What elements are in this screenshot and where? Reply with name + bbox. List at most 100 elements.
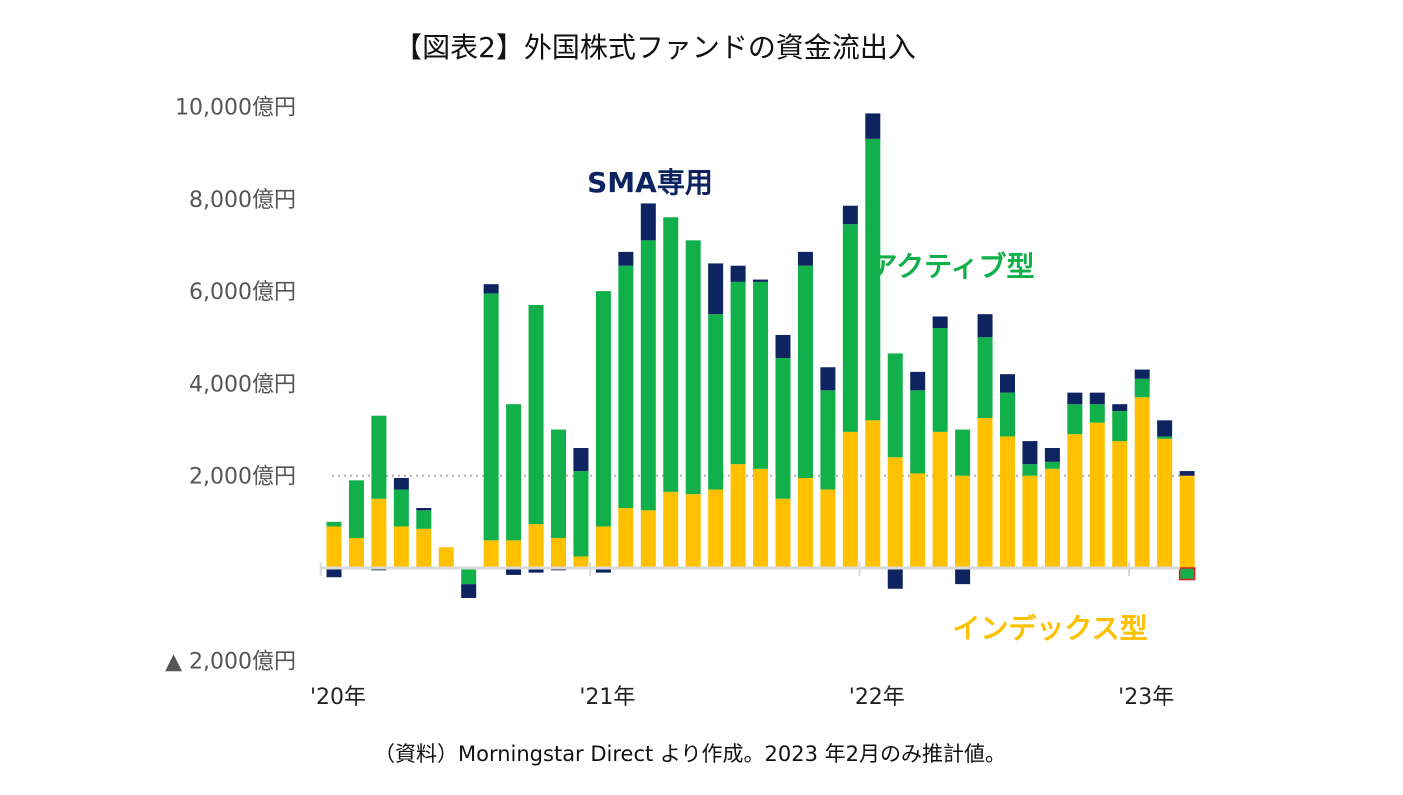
bar-segment [910,371,926,391]
bar-segment [1022,475,1038,568]
bar-segment [865,420,881,568]
bar-segment [371,415,387,499]
y-axis-ticks: 10,000億円 8,000億円 6,000億円 4,000億円 2,000億円 ▲ 2,… [165,96,296,675]
bar-segment [1112,411,1128,442]
bar-segment [595,526,611,568]
bar-segment [797,265,813,479]
x-axis-ticks: '20年 '21年 '22年 '23年 [310,685,1174,710]
bar-segment [753,281,769,469]
bar-segment [483,293,499,541]
bar-segment [1089,392,1105,405]
bar-segment [1044,468,1060,568]
chart-title: 【図表2】外国株式ファンドの資金流出入 [394,31,916,64]
x-tick-label: '20年 [310,685,366,710]
bar-segment [663,491,679,568]
bar-segment [663,217,679,492]
bar-segment [1179,568,1195,580]
bar-segment [685,494,701,568]
bar-segment [865,138,881,421]
y-tick-label: 4,000億円 [189,372,296,397]
bar-segment [1022,441,1038,465]
bar-segment [955,429,971,476]
bar-segment [640,510,656,568]
bar-segment [887,568,903,589]
bar-segment [820,489,836,568]
bar-segment [618,265,634,509]
bar-segment [730,265,746,282]
bar-segment [1179,475,1195,568]
bar-segment [528,524,544,568]
bar-segment [1157,438,1173,568]
label-index: インデックス型 [952,612,1147,645]
bar-segment [371,498,387,568]
bar-segment [640,240,656,511]
bar-segment [1044,448,1060,462]
bar-segment [820,390,836,490]
bar-segment [1157,436,1173,439]
bar-segment [1022,464,1038,476]
bar-segment [910,473,926,568]
bar-segment [461,584,477,598]
bar-segment [842,205,858,225]
bar-segment [528,304,544,525]
bar-segment [977,314,993,338]
bar-segment [551,429,566,539]
bar-segment [1112,441,1128,568]
bar-segment [506,540,522,568]
bar-segment [1157,420,1173,437]
bar-segment [753,468,769,568]
bar-segment [416,528,432,568]
x-tick-label: '21年 [579,685,635,710]
bar-segment [595,568,611,573]
bar-segment [955,475,971,568]
y-tick-label: 6,000億円 [189,280,296,305]
bar-segment [932,431,948,568]
bar-segment [730,281,746,465]
bar-segment [775,334,791,359]
bar-segment [1067,434,1083,568]
bar-segment [618,508,634,568]
label-active: アクティブ型 [870,250,1035,283]
bar-segment [416,510,432,529]
bar-segment [1134,369,1150,379]
bar-segment [326,568,342,578]
bar-segment [326,526,342,568]
bar-segment [1112,404,1128,412]
bar-segment [483,540,499,568]
bar-segment [775,498,791,568]
bar-segment [708,314,724,490]
bar-segment [573,448,589,472]
bar-stack-group [326,113,1196,598]
bar-segment [775,358,791,499]
bar-segment [348,480,364,539]
bar-segment [887,457,903,568]
bar-segment [977,337,993,419]
bar-segment [326,521,342,527]
bar-segment [932,328,948,432]
bar-segment [685,240,701,495]
bar-segment [910,390,926,474]
bar-segment [797,251,813,266]
bar-segment [1000,374,1015,393]
bar-segment [551,538,566,568]
bar-segment [1067,392,1083,405]
bar-segment [393,478,409,490]
y-tick-label: 10,000億円 [175,96,296,121]
bar-segment [461,568,477,585]
bar-segment [1134,397,1150,568]
x-tick-label: '22年 [849,685,905,710]
x-tick-label: '23年 [1118,685,1174,710]
bar-segment [1000,436,1015,568]
bar-segment [595,291,611,527]
bar-segment [797,478,813,568]
bar-segment [708,489,724,568]
label-sma: SMA専用 [587,166,713,199]
bar-segment [842,224,858,432]
bar-segment [640,203,656,241]
bar-segment [1067,404,1083,435]
bar-segment [1134,378,1150,398]
bar-segment [506,404,522,541]
bar-segment [708,263,724,315]
bar-segment [1179,471,1195,476]
estimate-marker [1178,567,1196,581]
